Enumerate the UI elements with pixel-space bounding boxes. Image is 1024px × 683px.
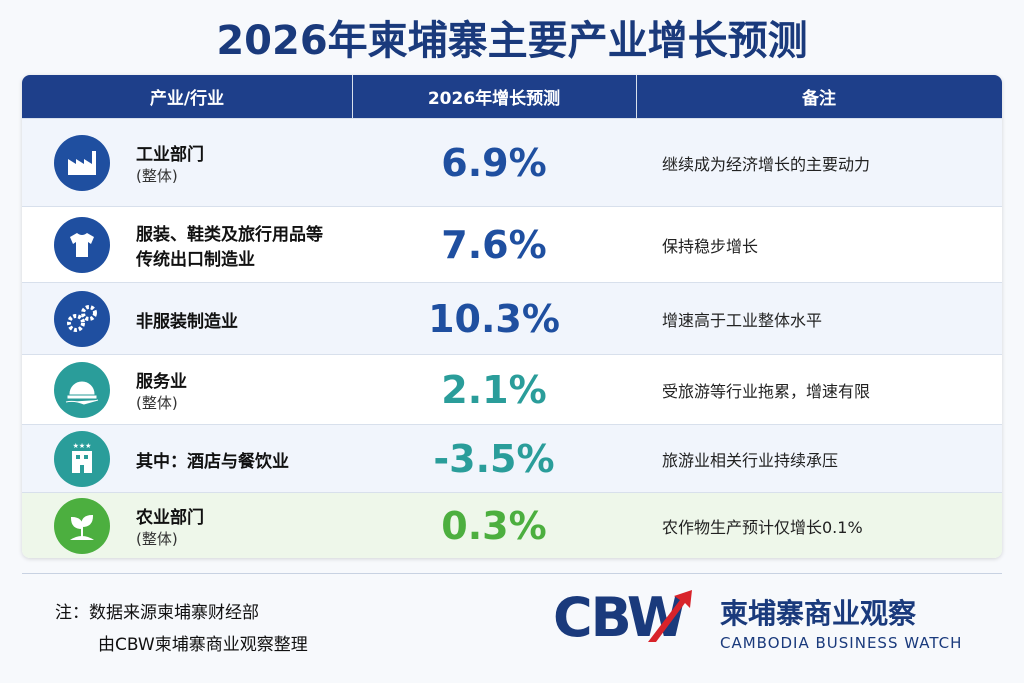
logo-arrow: [648, 590, 692, 642]
note: 保持稳步增长: [662, 237, 759, 256]
industry-name: 传统出口制造业: [136, 250, 255, 270]
growth-value: 2.1%: [441, 368, 547, 412]
row-icon: [54, 362, 110, 418]
note: 农作物生产预计仅增长0.1%: [662, 518, 863, 537]
industry: 其中：酒店与餐饮业: [136, 425, 289, 493]
industry-sub: (整体): [136, 530, 178, 548]
table: 产业/行业 2026年增长预测 备注 工业部门 (整体) 6.9% 继续成为经济增长的…: [22, 75, 1002, 558]
row-icon: [54, 498, 110, 554]
industry: 工业部门 (整体): [136, 119, 204, 207]
note: 继续成为经济增长的主要动力: [662, 155, 871, 174]
footer-note: 由CBW柬埔寨商业观察整理: [98, 635, 308, 655]
industry: 服务业 (整体): [136, 355, 187, 425]
footer-rule: [22, 573, 1002, 574]
industry: 服装、鞋类及旅行用品等 传统出口制造业: [136, 207, 323, 283]
industry-name: 其中：酒店与餐饮业: [136, 451, 289, 472]
industry-sub: (整体): [136, 394, 178, 412]
logo-name: 柬埔寨商业观察: [720, 597, 917, 630]
footer-note: 注：数据来源柬埔寨财经部: [55, 603, 259, 623]
industry: 非服装制造业: [136, 283, 238, 355]
industry: 农业部门 (整体): [136, 493, 204, 558]
table-row: ★★★ 其中：酒店与餐饮业 -3.5% 旅游业相关行业持续承压: [22, 424, 1002, 493]
logo-mark: CBW: [553, 586, 686, 649]
industry-name: 农业部门: [136, 508, 204, 528]
logo-english: CAMBODIA BUSINESS WATCH: [720, 634, 963, 652]
row-icon: [54, 135, 110, 191]
table-row: 农业部门 (整体) 0.3% 农作物生产预计仅增长0.1%: [22, 492, 1002, 558]
row-icon: [54, 291, 110, 347]
growth-value: 6.9%: [441, 141, 547, 185]
table-row: 服装、鞋类及旅行用品等 传统出口制造业 7.6% 保持稳步增长: [22, 206, 1002, 283]
title: 2026年柬埔寨主要产业增长预测: [216, 18, 808, 64]
industry-name: 非服装制造业: [136, 311, 238, 332]
note: 受旅游等行业拖累，增速有限: [662, 382, 871, 401]
growth-value: 7.6%: [441, 223, 547, 267]
growth-value: 0.3%: [441, 504, 547, 548]
header-cell: 2026年增长预测: [352, 75, 636, 118]
header-cell: 产业/行业: [22, 75, 352, 118]
table-row: 服务业 (整体) 2.1% 受旅游等行业拖累，增速有限: [22, 354, 1002, 425]
row-icon: ★★★: [54, 431, 110, 487]
note: 旅游业相关行业持续承压: [662, 451, 839, 470]
industry-sub: (整体): [136, 167, 178, 185]
industry-name: 工业部门: [136, 145, 204, 165]
row-icon: [54, 217, 110, 273]
growth-value: -3.5%: [433, 437, 555, 481]
industry-name: 服装、鞋类及旅行用品等: [136, 225, 323, 245]
table-row: 工业部门 (整体) 6.9% 继续成为经济增长的主要动力: [22, 118, 1002, 207]
svg-text:★★★: ★★★: [73, 442, 92, 450]
table-row: 非服装制造业 10.3% 增速高于工业整体水平: [22, 282, 1002, 355]
growth-value: 10.3%: [428, 297, 560, 341]
industry-name: 服务业: [136, 372, 187, 392]
header-cell: 备注: [636, 75, 1002, 118]
note: 增速高于工业整体水平: [662, 311, 823, 330]
